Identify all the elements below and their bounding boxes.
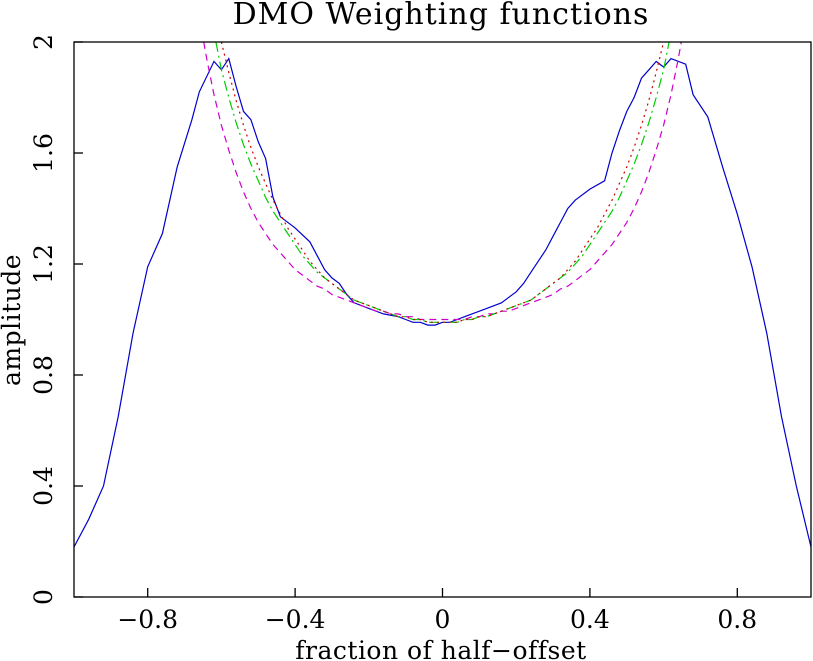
x-axis: −0.8 −0.4 0 0.4 0.8 [117,588,757,634]
x-tick-label: 0 [435,605,451,634]
x-tick-label: 0.8 [717,605,757,634]
y-tick-label: 2 [29,34,58,50]
x-tick-label: 0.4 [570,605,610,634]
x-axis-label: fraction of half−offset [295,636,586,661]
chart-title: DMO Weighting functions [233,0,650,32]
x-tick-label: −0.8 [117,605,178,634]
y-axis-label: amplitude [0,254,26,386]
x-tick-label: −0.4 [265,605,326,634]
y-tick-label: 1.2 [29,244,58,284]
y-tick-label: 0.8 [29,355,58,395]
series-line-1 [74,57,811,548]
y-tick-label: 1.6 [29,133,58,173]
series-layer [74,42,811,548]
y-axis: 0 0.4 0.8 1.2 1.6 2 [29,34,83,605]
y-tick-label: 0.4 [29,466,58,506]
y-tick-label: 0 [29,589,58,605]
series-line-2 [203,42,682,321]
series-line-4 [220,42,665,323]
